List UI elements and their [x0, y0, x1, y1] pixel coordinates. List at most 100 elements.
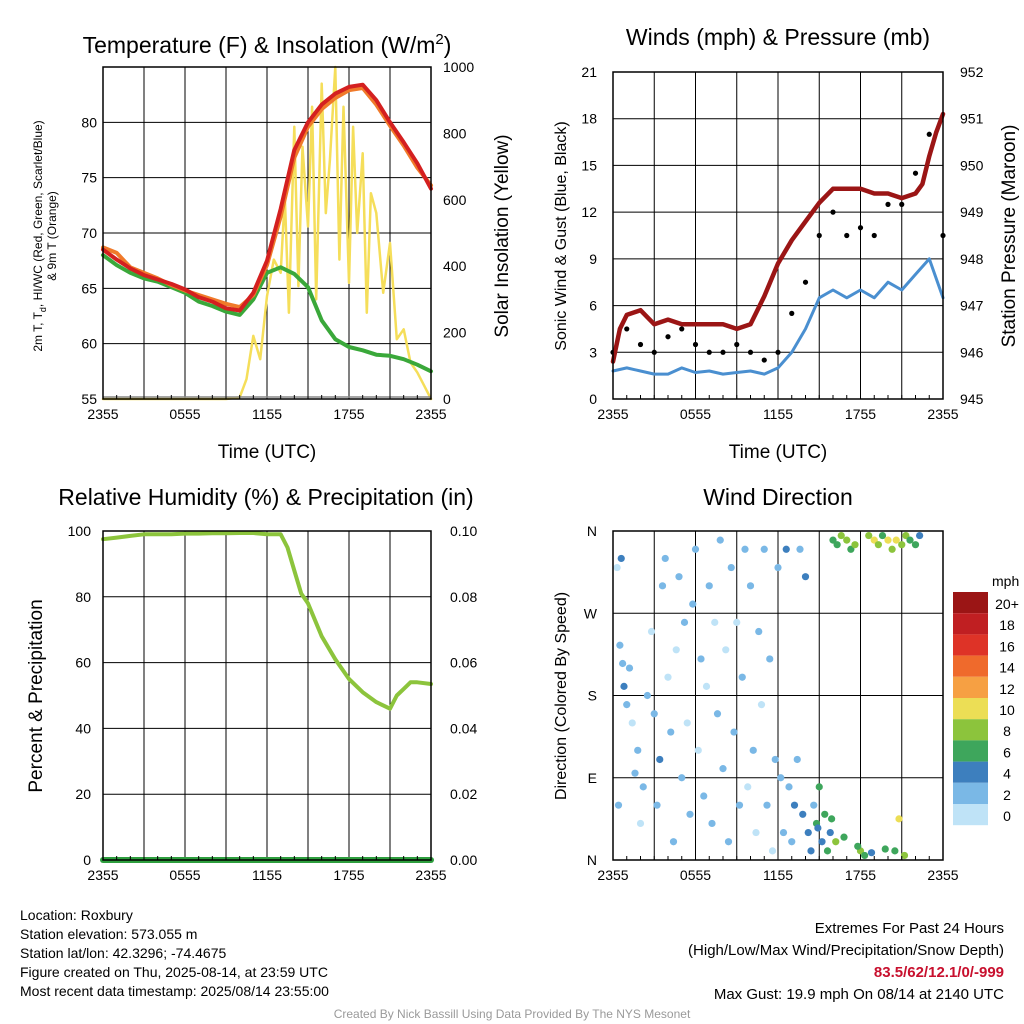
- wind-y-tick-label: 18: [581, 111, 597, 127]
- gust-point: [816, 232, 822, 239]
- gust-point: [926, 131, 932, 137]
- direction-point: [724, 838, 733, 846]
- direction-point: [891, 847, 899, 855]
- direction-point: [777, 774, 785, 782]
- direction-point: [807, 847, 815, 855]
- direction-point: [650, 710, 658, 718]
- colorbar-label: 4: [1003, 766, 1011, 782]
- speed-colorbar: mph 20+ 18 16 14 12 10 8 6 4 2 0: [953, 573, 1019, 826]
- humidity-x-tick-label: 2355: [87, 867, 118, 883]
- wind-y-tick-label: 0: [589, 391, 597, 407]
- direction-point: [892, 536, 900, 544]
- pressure-y-tick-label: 949: [960, 204, 984, 220]
- pressure-y-tick-label: 952: [960, 64, 984, 80]
- insolation-y-tick-label: 1000: [443, 59, 474, 75]
- gust-point: [665, 334, 671, 340]
- temp-2m-line: [101, 82, 433, 313]
- temperature-border: [102, 66, 432, 400]
- winds-xlabel: Time (UTC): [729, 442, 828, 463]
- elevation-text: Station elevation: 573.055 m: [20, 926, 198, 942]
- wind-y-tick-label: 9: [589, 251, 597, 267]
- direction-point: [865, 531, 873, 540]
- extremes-title: Extremes For Past 24 Hours: [814, 920, 1004, 937]
- direction-point: [810, 801, 818, 809]
- extremes-info: Extremes For Past 24 Hours (High/Low/Max…: [688, 918, 1004, 1006]
- direction-point: [832, 838, 840, 846]
- direction-point: [888, 545, 896, 553]
- direction-point: [620, 682, 628, 690]
- winds-x-tick-label: 0555: [680, 406, 711, 422]
- humidity-y-tick-label: 0: [83, 852, 91, 868]
- direction-point: [722, 646, 730, 654]
- sonic-wind-line: [611, 257, 945, 376]
- direction-point: [788, 838, 796, 846]
- gust-point: [830, 209, 836, 215]
- direction-point: [697, 655, 705, 663]
- direction-point: [757, 701, 766, 709]
- direction-point: [733, 618, 741, 626]
- wind-direction-ylabel: Direction (Colored By Speed): [553, 592, 570, 800]
- direction-point: [658, 582, 667, 590]
- colorbar-swatch: [953, 592, 988, 614]
- direction-point: [916, 531, 924, 540]
- direction-point: [719, 765, 727, 773]
- temperature-y-tick-label: 55: [81, 391, 97, 407]
- direction-point: [760, 545, 768, 553]
- temperature-x-tick-label: 2355: [415, 406, 446, 422]
- wind-direction-x-tick-label: 0555: [680, 867, 711, 883]
- gust-point: [651, 349, 657, 355]
- wind-y-tick-label: 21: [581, 64, 597, 80]
- direction-point: [771, 755, 779, 764]
- temperature-x-tick-label: 2355: [87, 406, 118, 422]
- colorbar-label: 16: [999, 638, 1015, 654]
- insolation-y-tick-label: 600: [443, 192, 467, 208]
- insolation-y-tick-label: 800: [443, 125, 467, 141]
- colorbar-swatch: [953, 634, 988, 656]
- gust-point: [802, 279, 809, 285]
- insolation-y-tick-label: 200: [443, 325, 467, 341]
- humidity-y-tick-label: 20: [75, 786, 91, 802]
- colorbar-label: 20+: [995, 596, 1019, 612]
- direction-point: [774, 563, 782, 572]
- direction-point: [678, 774, 686, 782]
- colorbar-swatch: [953, 719, 988, 741]
- gust-point: [857, 225, 864, 231]
- colorbar-swatch: [953, 676, 988, 698]
- direction-point: [752, 828, 760, 837]
- humidity-y-tick-label: 40: [75, 720, 91, 736]
- direction-point: [738, 673, 746, 681]
- temperature-title: Temperature (F) & Insolation (W/m2): [83, 31, 452, 58]
- temperature-ylabel: 2m T, Td, HI/WC (Red, Green, Scarlet/Blu…: [31, 120, 48, 351]
- direction-point: [779, 828, 788, 837]
- pressure-y-tick-label: 950: [960, 157, 984, 173]
- direction-point: [911, 541, 920, 549]
- gust-point: [706, 349, 712, 355]
- direction-point: [847, 545, 855, 553]
- humidity-x-tick-label: 2355: [415, 867, 446, 883]
- extremes-values: 83.5/62/12.1/0/-999: [873, 964, 1004, 981]
- precip-y-tick-label: 0.04: [450, 720, 477, 736]
- precip-y-tick-label: 0.06: [450, 655, 477, 671]
- dewpoint-line: [101, 253, 433, 374]
- direction-point: [902, 531, 910, 540]
- direction-point: [628, 719, 636, 727]
- location-text: Location: Roxbury: [20, 907, 133, 923]
- temperature-x-tick-label: 1755: [333, 406, 364, 422]
- humidity-panel: 0 20 40 60 80 100 0.00 0.02 0.04 0.06 0.08 0.10 2355…: [68, 523, 478, 883]
- direction-point: [814, 824, 822, 832]
- pressure-y-tick-label: 947: [960, 298, 984, 314]
- direction-point: [691, 545, 700, 553]
- direction-point: [702, 682, 711, 690]
- gust-point: [761, 357, 767, 363]
- direction-point: [623, 701, 631, 709]
- direction-point: [833, 541, 841, 549]
- direction-point: [730, 728, 738, 736]
- wind-y-tick-label: 15: [581, 157, 597, 173]
- winds-x-tick-label: 1755: [845, 406, 876, 422]
- wind-direction-x-tick-label: 2355: [597, 867, 628, 883]
- temperature-x-tick-label: 0555: [169, 406, 200, 422]
- direction-point: [705, 582, 713, 590]
- colorbar-title: mph: [992, 573, 1019, 589]
- temperature-xlabel: Time (UTC): [218, 442, 317, 463]
